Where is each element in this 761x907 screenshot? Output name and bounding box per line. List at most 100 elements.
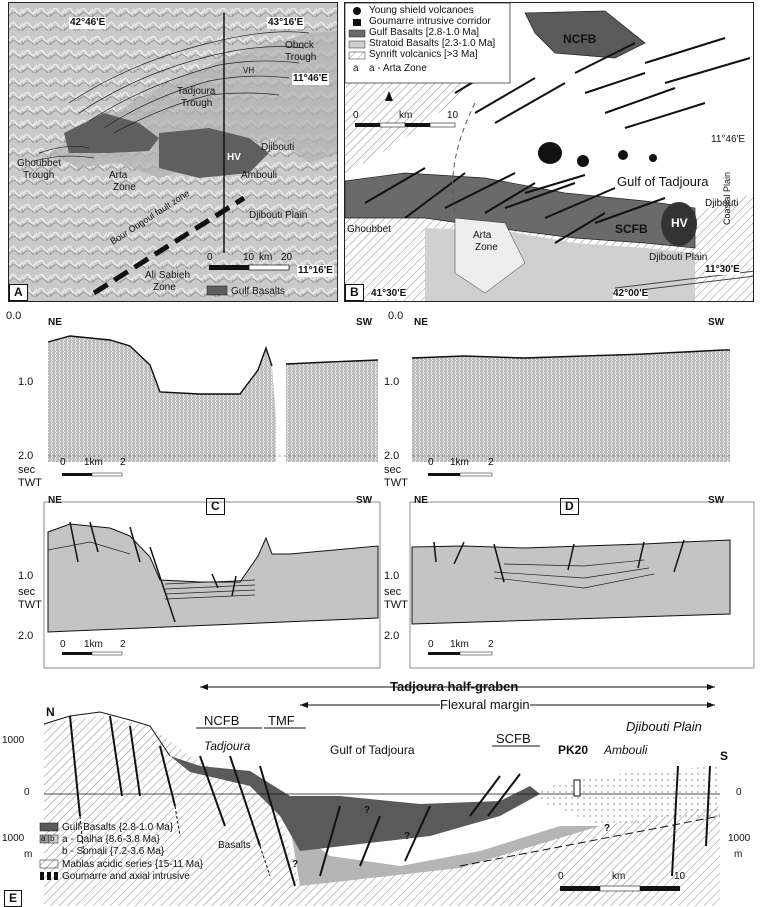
- interp-d-title: TWT: [384, 599, 408, 611]
- interp-c-unit: sec: [18, 586, 36, 598]
- label-scfb: SCFB: [615, 222, 648, 236]
- label-flexural-margin: Flexural margin: [440, 697, 530, 712]
- panel-e-label: E: [4, 890, 23, 907]
- label-djibouti: Djibouti: [261, 142, 295, 153]
- seismic-d: 0.0 1.0 2.0 sec TWT NE SW 0 1km 2: [384, 310, 761, 490]
- legend-arta-zone: a - Arta Zone: [369, 63, 427, 74]
- depth-left-unit: m: [24, 849, 33, 860]
- scale-tick-10: 10: [243, 252, 255, 263]
- coord-b-bottom-left: 41°30'E: [371, 288, 407, 299]
- legend-a: a: [353, 63, 359, 74]
- label-djibouti-b: Djibouti: [705, 198, 739, 209]
- panel-e-drawing: [39, 684, 721, 906]
- interp-c-sw: SW: [356, 495, 373, 506]
- panel-a-label: A: [9, 283, 28, 301]
- legend-young-shield: Young shield volcanoes: [369, 5, 474, 16]
- coord-b-right-upper: 11°46'E: [711, 134, 746, 145]
- interp-c-title: TWT: [18, 599, 42, 611]
- coord-bottom-right: 11°16'E: [297, 265, 334, 277]
- label-ali-sabieh: Ali Sabieh: [145, 270, 191, 281]
- label-djibouti-plain-e: Djibouti Plain: [626, 719, 702, 734]
- label-ambouli-e: Ambouli: [604, 743, 648, 757]
- label-hv: HV: [227, 152, 241, 163]
- interp-d-sw: SW: [708, 495, 725, 506]
- seismic-c-scale-0: 0: [60, 457, 66, 468]
- label-coastal-plain: Coastal Plain: [722, 171, 732, 225]
- label-djibouti-plain: Djibouti Plain: [249, 210, 308, 221]
- question-4: ?: [604, 823, 611, 834]
- fault-traces: [364, 37, 751, 244]
- scale-e-km: km: [612, 871, 626, 882]
- label-djibouti-plain-b: Djibouti Plain: [649, 252, 708, 263]
- panel-a-map: 42°46'E 43°16'E 11°46'E 11°16'E Obock Tr…: [8, 2, 338, 302]
- interp-c-scale-2: 2: [120, 639, 126, 650]
- panel-b-map: Young shield volcanoes Goumarre intrusiv…: [344, 2, 754, 302]
- question-3: ?: [292, 859, 299, 870]
- label-tadjoura-e: Tadjoura: [204, 739, 251, 753]
- seismic-c-title: TWT: [18, 477, 42, 489]
- interp-d-unit: sec: [384, 586, 402, 598]
- interp-d-tick-2: 2.0: [384, 630, 400, 642]
- seismic-d-section: [411, 349, 730, 477]
- seismic-d-tick-1: 1.0: [384, 376, 400, 388]
- label-hv-b: HV: [671, 216, 688, 230]
- label-ncfb: NCFB: [563, 32, 597, 46]
- label-pk20: PK20: [558, 743, 589, 757]
- interp-c-ne: NE: [48, 495, 62, 506]
- coord-right-mid: 11°46'E: [292, 73, 329, 85]
- scale-e-0: 0: [558, 871, 564, 882]
- legend-b-box: b: [50, 834, 55, 843]
- legend-synrift: Synrift volcanics [>3 Ma]: [369, 49, 478, 60]
- seismic-d-sw: SW: [708, 317, 725, 328]
- coord-b-right-lower: 11°30'E: [705, 264, 740, 275]
- interpretation-c: NE SW C 1.0 sec TWT 2.0 0 1km 2: [0, 492, 384, 670]
- seismic-d-unit: sec: [384, 464, 402, 476]
- question-1: ?: [364, 805, 371, 816]
- label-arta: Arta: [109, 170, 128, 181]
- legend-somali: b - Somali {7.2-3.6 Ma}: [62, 846, 165, 857]
- scale-b-0: 0: [353, 110, 359, 121]
- legend-stratoid: Stratoid Basalts [2.3-1.0 Ma]: [369, 38, 496, 49]
- seismic-c-unit: sec: [18, 464, 36, 476]
- depth-right-unit: m: [734, 849, 743, 860]
- seismic-c: 0.0 1.0 2.0 sec TWT NE SW 0 1km 2: [0, 310, 384, 490]
- seismic-d-ne: NE: [414, 317, 428, 328]
- label-ncfb-e: NCFB: [204, 713, 240, 728]
- panel-b-structural-map: [345, 3, 753, 301]
- seismic-c-tick-2: 2.0: [18, 450, 34, 462]
- label-vh: VH: [243, 66, 255, 75]
- label-obock-trough: Trough: [285, 52, 317, 63]
- interp-c-tick-1: 1.0: [18, 570, 34, 582]
- panel-a-relief-map: [9, 3, 337, 301]
- seismic-c-section: [47, 335, 379, 477]
- label-arta-zone-b: Zone: [475, 242, 498, 253]
- seismic-d-scale-1km: 1km: [450, 457, 469, 468]
- depth-right-0: 0: [736, 787, 742, 798]
- legend-gulf-basalts: Gulf Basalts: [231, 286, 285, 297]
- interp-c-drawing: [43, 501, 381, 669]
- legend-goumarre-e: Goumarre and axial intrusive: [62, 871, 190, 882]
- label-ali-sabieh-zone: Zone: [153, 282, 176, 293]
- seismic-d-tick-0: 0.0: [388, 310, 404, 322]
- label-tmf: TMF: [268, 713, 295, 728]
- interp-d-scale-0: 0: [428, 639, 434, 650]
- label-scfb-e: SCFB: [496, 731, 531, 746]
- label-ghoubbet-trough: Trough: [23, 170, 55, 181]
- seismic-d-tick-2: 2.0: [384, 450, 400, 462]
- label-ghoubbet: Ghoubbet: [17, 158, 61, 169]
- label-gulf-of-tadjoura-b: Gulf of Tadjoura: [617, 174, 709, 189]
- interp-d-scale-2: 2: [488, 639, 494, 650]
- seismic-c-scale-2: 2: [120, 457, 126, 468]
- scale-tick-20: 20: [281, 252, 293, 263]
- seismic-c-sw: SW: [356, 317, 373, 328]
- interp-d-ne: NE: [414, 495, 428, 506]
- scale-e-10: 10: [674, 871, 686, 882]
- label-ambouli: Ambouli: [241, 170, 278, 181]
- panel-b-label: B: [345, 283, 364, 301]
- bathymetric-contours: [33, 31, 310, 162]
- legend-goumarre: Goumarre intrusive corridor: [369, 16, 491, 27]
- depth-right-1000: 1000: [728, 833, 751, 844]
- interp-c-tick-2: 2.0: [18, 630, 34, 642]
- panel-e-cross-section: Tadjoura half-graben Flexural margin NCF…: [0, 676, 761, 907]
- depth-left-1000-top: 1000: [2, 735, 25, 746]
